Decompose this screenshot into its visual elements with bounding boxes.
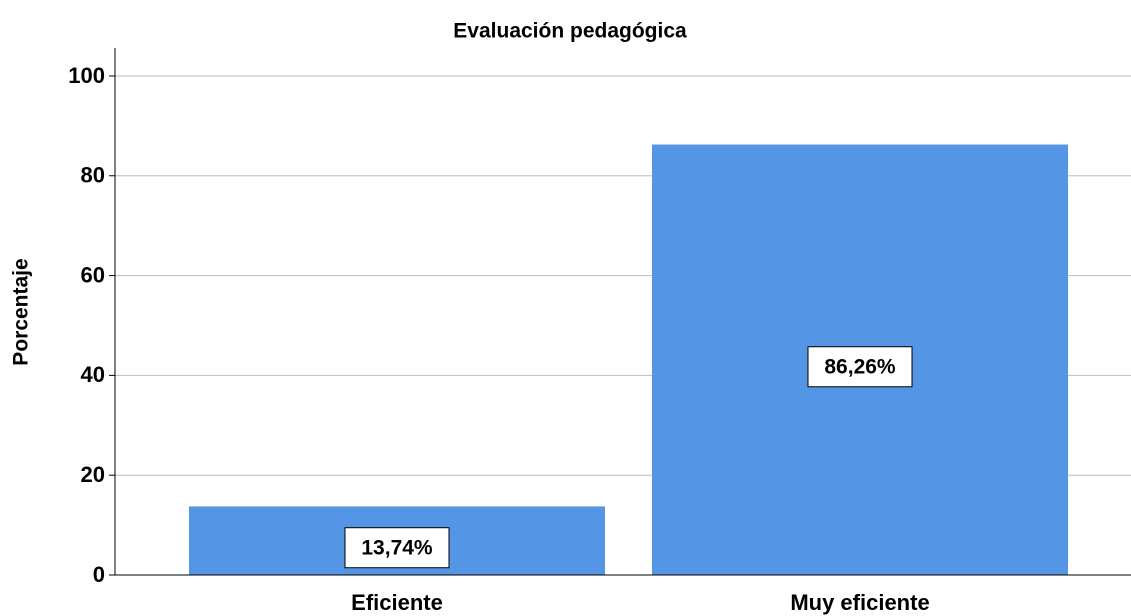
y-tick-label: 40 <box>81 362 105 387</box>
x-tick-label: Eficiente <box>351 590 443 615</box>
y-tick-label: 0 <box>93 562 105 587</box>
x-tick-label: Muy eficiente <box>790 590 929 615</box>
y-tick-label: 100 <box>68 63 105 88</box>
y-tick-label: 60 <box>81 262 105 287</box>
value-label-box <box>344 527 450 569</box>
value-label: 86,26% <box>824 355 896 378</box>
value-label-box <box>807 346 913 388</box>
y-tick-label: 20 <box>81 462 105 487</box>
chart-title: Evaluación pedagógica <box>453 20 687 43</box>
value-label: 13,74% <box>361 536 433 559</box>
y-axis-label: Porcentaje <box>10 258 33 365</box>
y-tick-label: 80 <box>81 163 105 188</box>
